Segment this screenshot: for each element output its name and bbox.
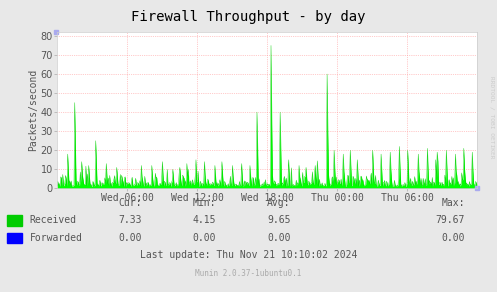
- Text: 0.00: 0.00: [118, 233, 142, 243]
- Text: 0.00: 0.00: [441, 233, 465, 243]
- Text: 7.33: 7.33: [118, 215, 142, 225]
- Text: Max:: Max:: [441, 198, 465, 208]
- Text: 0.00: 0.00: [267, 233, 291, 243]
- Text: Last update: Thu Nov 21 10:10:02 2024: Last update: Thu Nov 21 10:10:02 2024: [140, 251, 357, 260]
- Text: 4.15: 4.15: [193, 215, 216, 225]
- Text: 9.65: 9.65: [267, 215, 291, 225]
- Text: Cur:: Cur:: [118, 198, 142, 208]
- Text: RRDTOOL / TOBI OETIKER: RRDTOOL / TOBI OETIKER: [490, 76, 495, 158]
- Text: Firewall Throughput - by day: Firewall Throughput - by day: [131, 10, 366, 24]
- Text: Min:: Min:: [193, 198, 216, 208]
- Text: 79.67: 79.67: [435, 215, 465, 225]
- Text: Munin 2.0.37-1ubuntu0.1: Munin 2.0.37-1ubuntu0.1: [195, 269, 302, 277]
- Text: Forwarded: Forwarded: [30, 233, 83, 243]
- Y-axis label: Packets/second: Packets/second: [28, 69, 38, 151]
- Text: Received: Received: [30, 215, 77, 225]
- Text: Avg:: Avg:: [267, 198, 291, 208]
- Text: 0.00: 0.00: [193, 233, 216, 243]
